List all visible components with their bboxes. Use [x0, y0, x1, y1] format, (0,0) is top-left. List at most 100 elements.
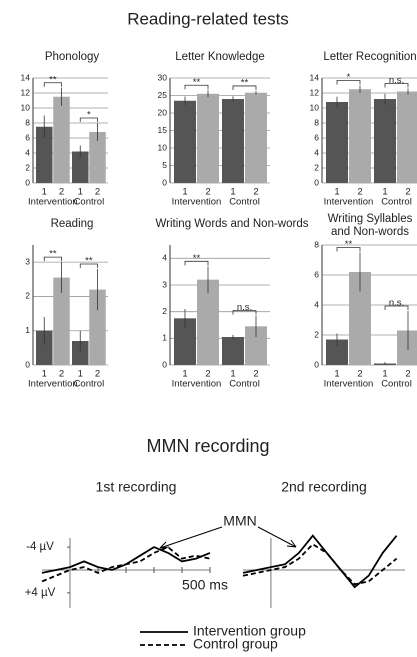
- x-tick-label: 1: [78, 369, 83, 380]
- waveform: [41, 546, 211, 583]
- y-tick-label: 8: [314, 239, 319, 249]
- y-tick-label: 0: [314, 359, 319, 369]
- group-label: Control: [229, 379, 260, 390]
- arrow-head: [286, 539, 297, 548]
- y-tick-label: 8: [25, 117, 30, 127]
- y-tick-label: 2: [162, 306, 167, 316]
- legend-label: Control group: [193, 636, 278, 652]
- chart-title: Reading: [51, 218, 94, 230]
- y-tick-label: 0: [25, 359, 30, 369]
- significance-label: n.s.: [237, 302, 252, 313]
- significance-bracket: [79, 263, 98, 268]
- group-label: Control: [381, 379, 412, 390]
- chart-title: 2nd recording: [281, 479, 367, 495]
- y-tick-label: -4 µV: [26, 541, 54, 553]
- chart-title: Writing Words and Non-words: [156, 218, 309, 230]
- x-tick-label: 2: [59, 369, 64, 380]
- y-tick-label: 25: [158, 90, 168, 100]
- group-label: Intervention: [324, 197, 374, 208]
- y-tick-label: 2: [314, 162, 319, 172]
- legend-label: Intervention group: [193, 623, 306, 639]
- significance-bracket: [43, 82, 62, 87]
- significance-label: n.s.: [389, 75, 404, 86]
- y-tick-label: 4: [25, 147, 30, 157]
- y-tick-label: 3: [162, 279, 167, 289]
- x-tick-label: 1: [334, 369, 339, 380]
- waveform: [242, 543, 398, 586]
- group-label: Intervention: [324, 379, 374, 390]
- bar: [174, 100, 196, 183]
- significance-bracket: [336, 247, 361, 252]
- bar: [72, 151, 89, 183]
- figure-title: Reading-related tests: [127, 9, 289, 28]
- x-tick-label: 2: [253, 187, 258, 198]
- y-tick-label: 15: [158, 125, 168, 135]
- y-tick-label: 2: [314, 329, 319, 339]
- significance-bracket: [43, 256, 62, 262]
- y-tick-label: 4: [314, 299, 319, 309]
- x-tick-label: 1: [182, 187, 187, 198]
- bar: [174, 318, 196, 365]
- bar: [36, 330, 53, 365]
- group-label: Intervention: [172, 197, 222, 208]
- x-tick-label: 1: [182, 369, 187, 380]
- y-tick-label: 10: [21, 102, 31, 112]
- group-label: Control: [74, 197, 105, 208]
- arrow: [257, 526, 297, 548]
- bar: [374, 99, 396, 183]
- bar: [89, 289, 106, 365]
- bar: [397, 330, 417, 365]
- x-tick-label: 2: [59, 187, 64, 198]
- x-tick-label: 1: [42, 187, 47, 198]
- significance-label: **: [345, 239, 353, 250]
- bar: [53, 277, 70, 365]
- y-tick-label: 8: [314, 117, 319, 127]
- x-tick-label: 1: [230, 369, 235, 380]
- y-tick-label: 3: [25, 256, 30, 266]
- x-tick-label: 2: [357, 369, 362, 380]
- arrow: [159, 526, 223, 549]
- x-tick-label: 1: [230, 187, 235, 198]
- group-label: Control: [381, 197, 412, 208]
- x-tick-label: 1: [78, 187, 83, 198]
- significance-label: **: [85, 256, 93, 267]
- waveform: [242, 534, 398, 589]
- significance-label: **: [193, 253, 201, 264]
- x-tick-label: 1: [382, 369, 387, 380]
- significance-label: **: [49, 249, 57, 260]
- chart-title: Writing Syllables: [328, 213, 413, 225]
- significance-bracket: [384, 83, 409, 88]
- arrow-head: [159, 541, 170, 549]
- significance-bracket: [184, 84, 209, 90]
- mmn-arrows: [159, 526, 297, 549]
- chart-title: Letter Knowledge: [175, 51, 265, 63]
- bar: [36, 126, 53, 183]
- y-tick-label: 14: [310, 72, 320, 82]
- x-tick-label: 1: [334, 187, 339, 198]
- y-tick-label: 12: [310, 87, 320, 97]
- group-label: Control: [229, 197, 260, 208]
- x-tick-label: 2: [357, 187, 362, 198]
- significance-bracket: [79, 117, 98, 122]
- bar: [397, 91, 417, 183]
- mmn-annotation: MMN: [223, 513, 256, 529]
- bar: [72, 341, 89, 365]
- y-tick-label: 6: [314, 269, 319, 279]
- group-label: Intervention: [28, 379, 78, 390]
- y-tick-label: 30: [158, 72, 168, 82]
- bar: [89, 132, 106, 183]
- y-tick-label: 1: [25, 325, 30, 335]
- x-tick-label: 2: [205, 369, 210, 380]
- significance-bracket: [232, 310, 257, 315]
- significance-label: *: [347, 72, 351, 83]
- x-tick-label: 2: [95, 187, 100, 198]
- bar: [349, 272, 371, 365]
- y-tick-label: 0: [162, 177, 167, 187]
- y-tick-label: +4 µV: [25, 587, 56, 599]
- significance-bracket: [336, 80, 361, 85]
- group-label: Intervention: [172, 379, 222, 390]
- y-tick-label: 1: [162, 333, 167, 343]
- significance-label: **: [241, 77, 249, 88]
- chart-title: 1st recording: [96, 479, 177, 495]
- x-tick-label: 2: [253, 369, 258, 380]
